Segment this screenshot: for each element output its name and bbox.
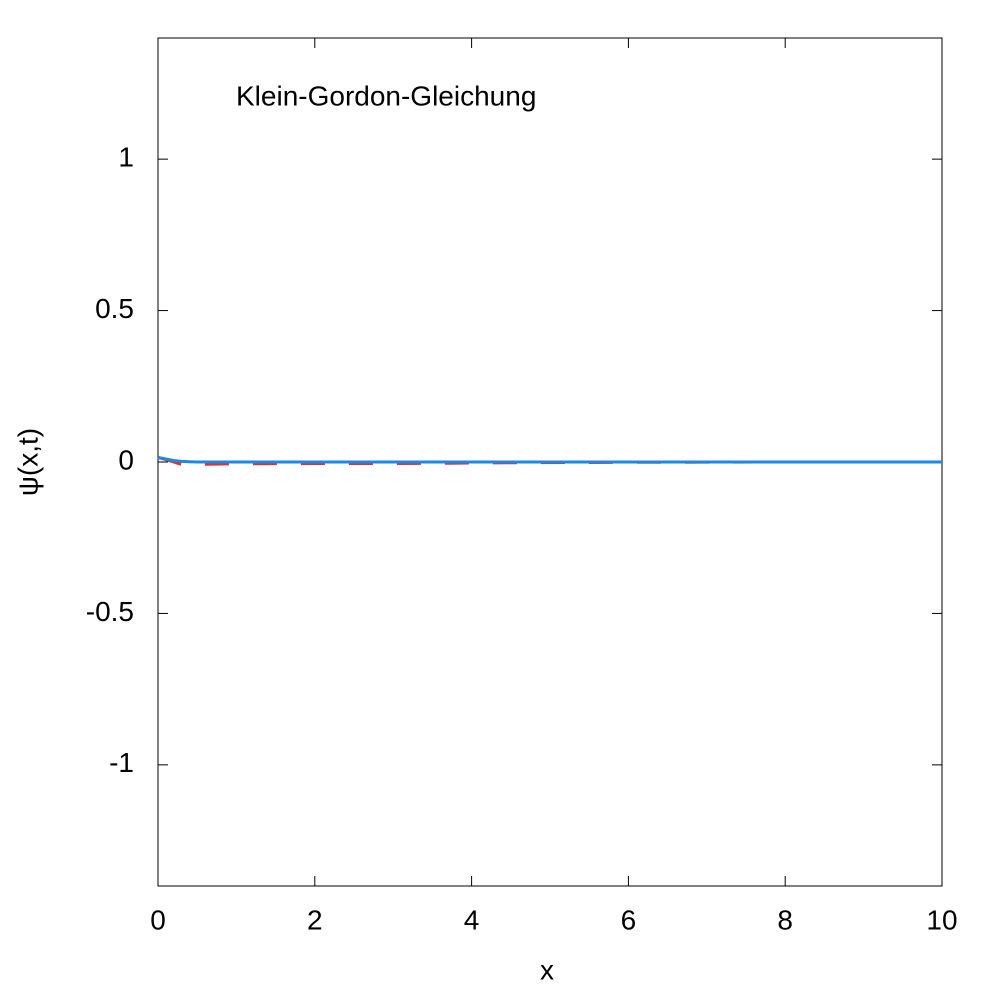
y-tick-label: 1: [118, 142, 134, 173]
y-axis-label: ψ(x,t): [12, 428, 43, 496]
series-line: [157, 455, 942, 464]
y-tick-label: 0.5: [95, 293, 134, 324]
x-axis-label: x: [540, 954, 554, 985]
x-tick-label: 0: [150, 904, 166, 935]
x-tick-label: 4: [464, 904, 480, 935]
y-tick-label: -0.5: [86, 596, 134, 627]
x-tick-label: 6: [621, 904, 637, 935]
y-tick-label: 0: [118, 444, 134, 475]
x-tick-label: 8: [777, 904, 793, 935]
x-tick-label: 10: [926, 904, 957, 935]
x-tick-label: 2: [307, 904, 323, 935]
annotation: Klein-Gordon-Gleichung: [236, 80, 536, 111]
y-tick-label: -1: [109, 747, 134, 778]
